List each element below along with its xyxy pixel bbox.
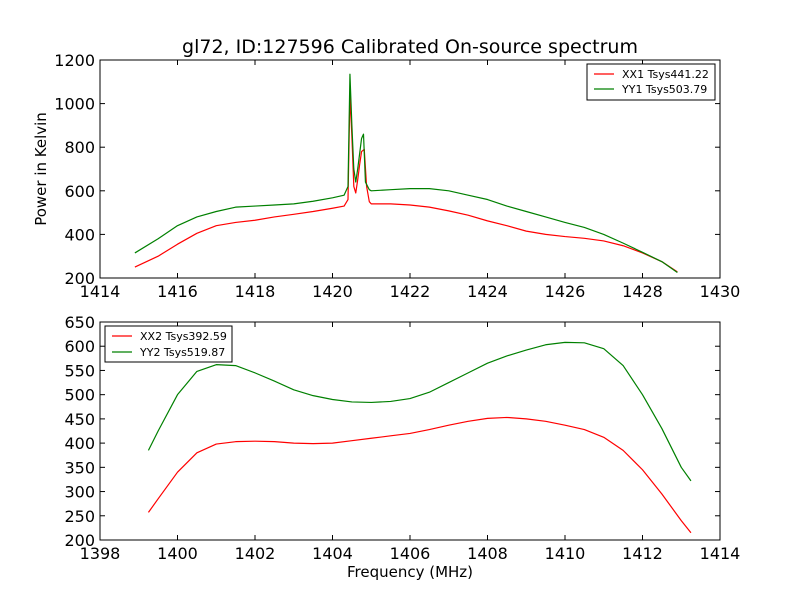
x-tick-label: 1400 [157, 544, 198, 563]
y-tick-label: 450 [64, 410, 95, 429]
series-line-xx1 [134, 94, 678, 273]
x-tick-label: 1428 [622, 282, 663, 301]
y-tick-label: 200 [64, 531, 95, 550]
x-tick-label: 1430 [700, 282, 741, 301]
y-tick-label: 600 [64, 337, 95, 356]
y-tick-label: 1200 [54, 51, 95, 70]
x-tick-label: 1398 [80, 544, 121, 563]
x-tick-label: 1420 [312, 282, 353, 301]
series-line-xx2 [147, 416, 692, 534]
legend-label-xx2: XX2 Tsys392.59 [140, 330, 227, 343]
bottom-plot: 1398 1400 1402 1404 1406 1408 1410 1412 1414 200 2… [64, 313, 740, 581]
x-tick-label: 1416 [157, 282, 198, 301]
legend-label-yy2: YY2 Tsys519.87 [139, 346, 225, 359]
x-tick-label: 1418 [235, 282, 276, 301]
x-tick-label: 1408 [467, 544, 508, 563]
x-tick-label: 1414 [700, 544, 741, 563]
bottom-plot-legend: XX2 Tsys392.59 YY2 Tsys519.87 [104, 325, 233, 363]
series-line-yy1 [134, 73, 678, 274]
x-tick-label: 1424 [467, 282, 508, 301]
top-legend-box [586, 63, 716, 101]
top-plot-legend: XX1 Tsys441.22 YY1 Tsys503.79 [586, 63, 716, 101]
legend-label-yy1: YY1 Tsys503.79 [621, 83, 707, 96]
top-plot-series [134, 73, 678, 274]
x-tick-label: 1402 [235, 544, 276, 563]
x-tick-label: 1410 [545, 544, 586, 563]
x-tick-label: 1422 [390, 282, 431, 301]
y-tick-label: 600 [64, 182, 95, 201]
x-tick-label: 1414 [80, 282, 121, 301]
x-tick-label: 1426 [545, 282, 586, 301]
chart-title: gl72, ID:127596 Calibrated On-source spe… [182, 36, 638, 58]
y-tick-label: 200 [64, 269, 95, 288]
y-tick-label: 1000 [54, 95, 95, 114]
y-tick-label: 400 [64, 434, 95, 453]
y-tick-label: 550 [64, 361, 95, 380]
top-plot-frame [99, 59, 721, 279]
y-tick-label: 300 [64, 483, 95, 502]
y-tick-label: 250 [64, 507, 95, 526]
bottom-plot-frame [99, 321, 721, 541]
series-line-yy2 [147, 341, 692, 482]
top-plot: 1414 1416 1418 1420 1422 1424 1426 1428 1430 200 4… [32, 51, 740, 301]
y-tick-label: 650 [64, 313, 95, 332]
y-tick-label: 800 [64, 138, 95, 157]
bottom-legend-box [104, 325, 233, 363]
x-tick-label: 1412 [622, 544, 663, 563]
bottom-plot-ticks: 1398 1400 1402 1404 1406 1408 1410 1412 1414 200 2… [64, 313, 740, 563]
bottom-plot-xlabel: Frequency (MHz) [347, 563, 473, 581]
legend-label-xx1: XX1 Tsys441.22 [622, 68, 709, 81]
x-tick-label: 1404 [312, 544, 353, 563]
top-plot-ticks: 1414 1416 1418 1420 1422 1424 1426 1428 1430 200 4… [54, 51, 740, 301]
bottom-plot-series [147, 341, 692, 534]
y-tick-label: 350 [64, 458, 95, 477]
y-tick-label: 500 [64, 386, 95, 405]
x-tick-label: 1406 [390, 544, 431, 563]
top-plot-ylabel: Power in Kelvin [32, 112, 50, 226]
y-tick-label: 400 [64, 225, 95, 244]
